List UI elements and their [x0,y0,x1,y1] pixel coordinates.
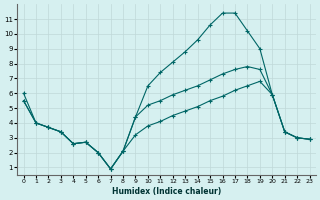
X-axis label: Humidex (Indice chaleur): Humidex (Indice chaleur) [112,187,221,196]
